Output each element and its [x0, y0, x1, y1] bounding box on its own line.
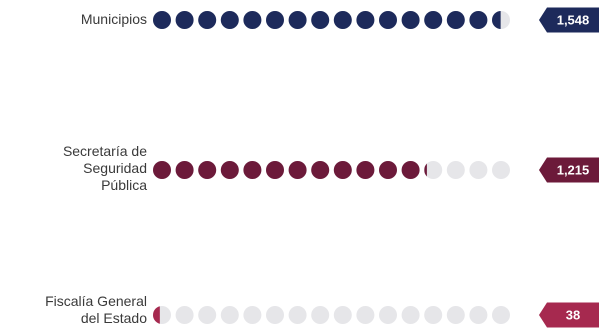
dot-filled	[356, 11, 375, 29]
value-badge: 38	[539, 302, 599, 328]
dot-filled	[175, 11, 194, 29]
value-badge: 1,215	[539, 157, 599, 183]
value-badge: 1,548	[539, 7, 599, 33]
value-badge-shape	[539, 157, 599, 183]
dot-filled	[401, 161, 420, 179]
dot-row	[153, 306, 510, 324]
dot-empty	[266, 306, 284, 324]
dot-filled	[379, 161, 397, 179]
dot-empty	[424, 306, 443, 324]
dot-filled	[198, 11, 217, 29]
category-label-line: Pública	[101, 177, 147, 193]
category-label-line: Municipios	[80, 11, 147, 27]
dot-filled	[311, 11, 330, 29]
dot-empty	[379, 306, 397, 324]
dot-filled	[266, 11, 284, 29]
category-label-line: del Estado	[80, 310, 147, 326]
dot-empty	[243, 306, 262, 324]
dot-partial	[153, 306, 160, 324]
dot-empty	[492, 161, 510, 179]
dot-filled	[469, 11, 488, 29]
category-label-line: Fiscalía General	[45, 293, 147, 309]
dot-filled	[311, 161, 330, 179]
dot-filled	[198, 161, 217, 179]
dot-empty	[288, 306, 307, 324]
dot-filled	[424, 11, 443, 29]
dot-empty	[311, 306, 330, 324]
dot-partial	[424, 163, 427, 177]
dot-filled	[243, 161, 262, 179]
dot-empty	[356, 306, 375, 324]
category-label-municipios: Municipios	[81, 11, 147, 28]
dot-row	[153, 161, 510, 179]
dot-filled	[288, 161, 307, 179]
dot-filled	[153, 161, 171, 179]
value-label: 38	[566, 308, 580, 323]
dot-filled	[266, 161, 284, 179]
dot-empty	[198, 306, 217, 324]
value-label: 1,215	[557, 163, 590, 178]
dot-empty	[469, 161, 488, 179]
dot-filled	[333, 161, 352, 179]
dot-filled	[288, 11, 307, 29]
dot-empty	[220, 306, 239, 324]
dot-empty	[469, 306, 488, 324]
dot-filled	[243, 11, 262, 29]
category-label-line: Secretaría de	[62, 143, 147, 159]
dot-filled	[446, 11, 465, 29]
category-label-line: Seguridad	[83, 160, 147, 176]
value-badge-shape	[539, 7, 599, 33]
dot-partial	[492, 11, 501, 29]
dot-filled	[220, 11, 239, 29]
dot-filled	[401, 11, 420, 29]
dot-empty	[175, 306, 194, 324]
value-label: 1,548	[557, 13, 590, 28]
dot-filled	[356, 161, 375, 179]
dot-empty	[424, 161, 443, 179]
dot-filled	[175, 161, 194, 179]
dot-row	[153, 11, 510, 29]
category-label-fiscalia: Fiscalía General del Estado	[45, 293, 147, 327]
dot-filled	[153, 11, 171, 29]
dot-empty	[401, 306, 420, 324]
dot-empty	[492, 306, 510, 324]
dot-filled	[220, 161, 239, 179]
value-badge-shape	[539, 302, 599, 328]
category-label-secretaria: Secretaría de Seguridad Pública	[63, 143, 147, 194]
dot-empty	[446, 161, 465, 179]
dot-filled	[379, 11, 397, 29]
dot-filled	[333, 11, 352, 29]
dot-empty	[446, 306, 465, 324]
dot-empty	[333, 306, 352, 324]
